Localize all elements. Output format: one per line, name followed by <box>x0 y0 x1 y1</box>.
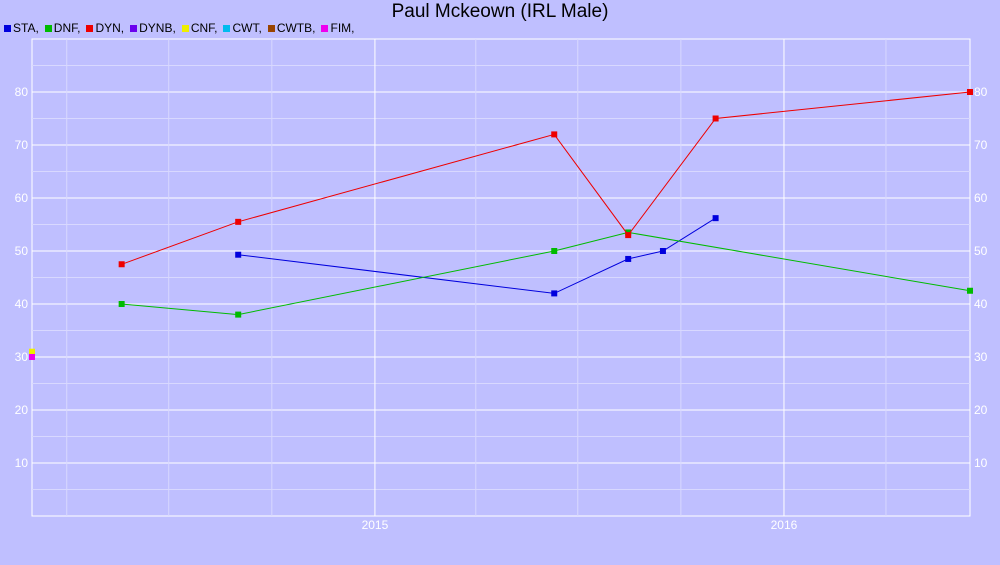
legend-item-fim: FIM, <box>321 21 354 35</box>
y-tick-label-right: 30 <box>974 350 988 364</box>
legend-label: STA, <box>13 21 39 35</box>
data-point-dyn <box>118 261 125 268</box>
legend-swatch <box>321 24 329 32</box>
y-tick-label-right: 80 <box>974 85 988 99</box>
y-tick-label-right: 40 <box>974 297 988 311</box>
data-point-dnf <box>235 311 242 318</box>
legend-swatch <box>130 24 138 32</box>
y-tick-label-left: 80 <box>15 85 29 99</box>
data-point-sta <box>712 215 719 222</box>
legend-label: CWTB, <box>276 21 316 35</box>
legend-item-cwt: CWT, <box>223 21 262 35</box>
legend-label: CWT, <box>232 21 262 35</box>
x-tick-label: 2016 <box>771 518 798 532</box>
legend-item-dnf: DNF, <box>44 21 81 35</box>
y-tick-label-left: 70 <box>15 138 29 152</box>
legend-swatch <box>181 24 189 32</box>
series-line-dnf <box>121 231 971 316</box>
legend-item-dyn: DYN, <box>86 21 124 35</box>
legend-swatch <box>86 24 94 32</box>
data-point-dnf <box>967 287 973 294</box>
legend-swatch <box>267 24 275 32</box>
legend-item-sta: STA, <box>4 21 39 35</box>
legend-swatch <box>44 24 52 32</box>
series-line-dyn <box>121 91 971 265</box>
y-tick-label-left: 50 <box>15 244 29 258</box>
y-tick-label-left: 10 <box>15 456 29 470</box>
data-point-dnf <box>118 301 125 307</box>
legend-label: DYN, <box>95 21 125 35</box>
data-point-dyn <box>235 218 242 225</box>
y-tick-label-left: 30 <box>15 350 29 364</box>
data-point-sta <box>625 255 632 262</box>
legend-label: DYNB, <box>139 21 176 35</box>
y-tick-label-left: 20 <box>15 403 29 417</box>
x-tick-label: 2015 <box>362 518 389 532</box>
data-point-sta <box>551 290 558 297</box>
legend-item-cwtb: CWTB, <box>267 21 316 35</box>
legend-label: DNF, <box>53 21 81 35</box>
data-point-dnf <box>551 248 558 254</box>
data-point-dyn <box>551 131 558 138</box>
legend-swatch <box>4 24 11 32</box>
y-tick-label-right: 50 <box>974 244 988 258</box>
y-tick-label-right: 20 <box>974 403 988 417</box>
y-tick-label-left: 60 <box>15 191 29 205</box>
data-point-cnf <box>29 348 35 355</box>
legend: STA, DNF, DYN, DYNB, CNF, CWT, CWTB, FIM, <box>4 21 360 35</box>
legend-label: FIM, <box>330 21 355 35</box>
y-tick-label-right: 10 <box>974 456 988 470</box>
series-line-sta <box>238 217 716 294</box>
y-tick-label-left: 40 <box>15 297 29 311</box>
legend-item-cnf: CNF, <box>181 21 218 35</box>
y-tick-label-right: 60 <box>974 191 988 205</box>
data-point-sta <box>659 248 666 254</box>
data-point-dyn <box>712 115 719 122</box>
y-tick-label-right: 70 <box>974 138 988 152</box>
chart-title: Paul Mckeown (IRL Male) <box>391 1 609 22</box>
legend-item-dynb: DYNB, <box>130 21 176 35</box>
data-point-fim <box>29 354 35 360</box>
legend-label: CNF, <box>190 21 218 35</box>
data-point-dyn <box>967 89 973 95</box>
legend-swatch <box>223 24 231 32</box>
data-point-dyn <box>625 232 632 239</box>
data-point-sta <box>235 251 242 258</box>
